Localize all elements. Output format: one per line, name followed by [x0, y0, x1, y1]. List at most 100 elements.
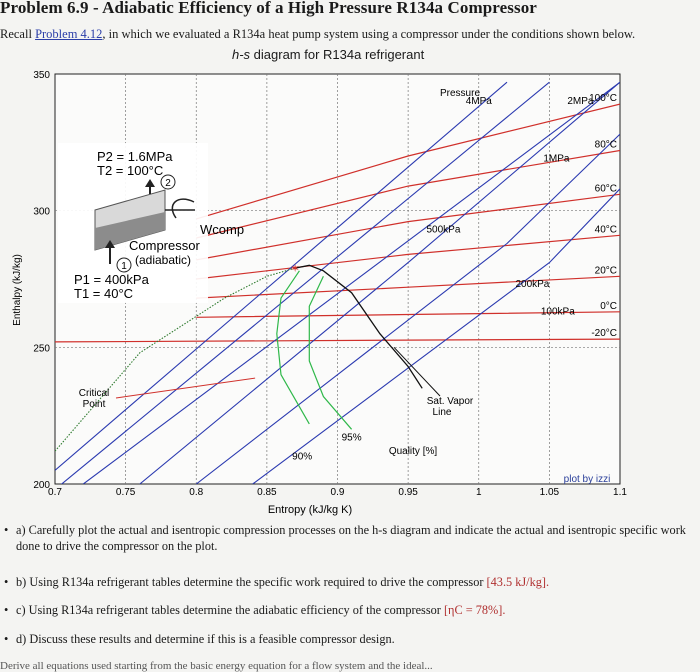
- isobar-label: 4MPa: [466, 96, 493, 107]
- intro-text-post: , in which we evaluated a R134a heat pum…: [102, 27, 636, 41]
- isobar-1mpa: [82, 81, 620, 484]
- chart-title-italic: h-s: [232, 47, 251, 62]
- isobar-lines: [55, 81, 620, 484]
- x-tick-label: 1.1: [613, 487, 627, 498]
- isobar-2mpa: [60, 81, 550, 484]
- task-c: • c) Using R134a refrigerant tables dete…: [4, 602, 506, 618]
- state1-circle: [116, 257, 132, 273]
- isotherm-label: 20°C: [595, 265, 617, 276]
- wcomp-label: Wcomp: [200, 222, 244, 237]
- isotherm-40degc: [196, 234, 620, 280]
- saturated-liquid-line: [55, 267, 296, 452]
- isobar-label: 2MPa: [567, 96, 594, 107]
- problem-title: Problem 6.9 - Adiabatic Efficiency of a …: [0, 0, 537, 17]
- critical-point-label-1: Critical: [79, 388, 110, 399]
- x-tick-label: 0.75: [116, 487, 136, 498]
- p1-label: P1 = 400kPa: [74, 272, 150, 287]
- isotherm-100degc: [196, 103, 620, 220]
- problem-link[interactable]: Problem 4.12: [35, 27, 103, 41]
- intro-text-pre: Recall: [0, 27, 36, 41]
- x-tick-label: 0.7: [48, 487, 62, 498]
- x-tick-label: 0.9: [331, 487, 345, 498]
- critical-point-label-2: Point: [83, 399, 106, 410]
- x-tick-label: 1: [476, 487, 482, 498]
- hs-diagram: 0.7 0.75 0.8 0.85 0.9 0.95 1 1.05 1.1 200 250 300 35…: [12, 70, 627, 516]
- x-axis-label: Entropy (kJ/kg K): [268, 504, 352, 516]
- state2-circle: [160, 174, 176, 190]
- isobar-200kpa: [195, 133, 620, 484]
- t2-label: T2 = 100°C: [97, 163, 163, 178]
- chart-marks: 100°C 80°C 60°C 40°C 20°C 0°C -20°C 4MPa 2MPa 1MP…: [115, 93, 617, 462]
- isotherm-label: 100°C: [589, 93, 617, 104]
- saturated-vapor-line: [294, 264, 423, 389]
- y-tick-label: 250: [33, 343, 50, 354]
- isobar-4mpa: [55, 81, 508, 471]
- isotherm--20degc: [55, 338, 620, 343]
- quality-lines: [276, 270, 353, 430]
- sat-vapor-leader: [393, 346, 441, 397]
- x-tick-label: 1.05: [540, 487, 560, 498]
- task-b: • b) Using R134a refrigerant tables dete…: [4, 574, 550, 590]
- saturation-dome: [55, 264, 423, 452]
- sat-vapor-label-2: Line: [433, 407, 452, 418]
- y-tick-label: 200: [33, 480, 50, 491]
- critical-point-marker: ✶: [291, 263, 300, 275]
- isotherm-20degc: [196, 275, 620, 299]
- pressure-label: Pressure: [440, 88, 480, 99]
- footer-cut-text: Derive all equations used starting from …: [0, 660, 433, 672]
- x-tick-label: 0.85: [257, 487, 277, 498]
- axis-ticks: 0.7 0.75 0.8 0.85 0.9 0.95 1 1.05 1.1 200 250 300 35…: [33, 70, 627, 498]
- isobar-500kpa: [139, 81, 620, 484]
- work-arrow-curve: [171, 198, 195, 219]
- adiabatic-label: (adiabatic): [135, 253, 191, 267]
- plot-credit: plot by izzi: [564, 474, 611, 485]
- x-tick-label: 0.8: [189, 487, 203, 498]
- quality-line-90pct: [276, 270, 310, 425]
- chart-title-rest: diagram for R134a refrigerant: [250, 47, 425, 62]
- isobar-label: 500kPa: [426, 225, 460, 236]
- sat-vapor-label-1: Sat. Vapor: [427, 396, 474, 407]
- state2-number: 2: [165, 178, 171, 189]
- task-bullet: •: [4, 575, 9, 589]
- isobar-label: 200kPa: [515, 279, 549, 290]
- compressor-shade: [95, 212, 165, 250]
- y-axis-label: Enthalpy (kJ/kg): [12, 254, 23, 326]
- y-tick-label: 300: [33, 207, 50, 218]
- problem-intro: Recall Problem 4.12, in which we evaluat…: [0, 27, 635, 42]
- critical-point-leader: [115, 377, 256, 399]
- isotherm-label: 60°C: [595, 183, 617, 194]
- task-bullet: •: [4, 523, 9, 537]
- task-b-answer: [43.5 kJ/kg].: [486, 575, 550, 589]
- isotherm-60degc: [196, 193, 620, 261]
- isotherm-label: 80°C: [595, 140, 617, 151]
- task-d-text: d) Discuss these results and determine i…: [16, 632, 395, 646]
- task-c-answer: [ηC = 78%].: [443, 603, 506, 617]
- isotherm-label: 0°C: [600, 301, 617, 312]
- isotherm-label: -20°C: [591, 328, 617, 339]
- isotherm-80degc: [196, 149, 620, 239]
- t1-label: T1 = 40°C: [74, 286, 133, 301]
- quality-label: Quality [%]: [389, 446, 438, 457]
- compressor-diagram: 2 1 P2 = 1.6MPa T2 = 100°C Wcomp Compres…: [58, 143, 244, 303]
- task-b-text: b) Using R134a refrigerant tables determ…: [16, 575, 487, 589]
- grid-lines: [55, 74, 620, 484]
- isobar-label: 1MPa: [543, 153, 570, 164]
- task-a: • a) Carefully plot the actual and isent…: [4, 522, 700, 554]
- isotherm-label: 40°C: [595, 224, 617, 235]
- inlet-arrow: [105, 240, 115, 248]
- quality-label: 95%: [342, 432, 362, 443]
- chart-title: h-s diagram for R134a refrigerant: [232, 47, 424, 62]
- quality-label: 90%: [292, 451, 312, 462]
- isotherm-0degc: [196, 311, 620, 318]
- p2-label: P2 = 1.6MPa: [97, 149, 173, 164]
- task-c-text: c) Using R134a refrigerant tables determ…: [16, 603, 444, 617]
- task-a-text: a) Carefully plot the actual and isentro…: [16, 523, 686, 553]
- task-d: • d) Discuss these results and determine…: [4, 631, 395, 647]
- task-bullet: •: [4, 632, 9, 646]
- x-tick-label: 0.95: [398, 487, 418, 498]
- task-bullet: •: [4, 603, 9, 617]
- compressor-label: Compressor: [129, 238, 200, 253]
- quality-line-95pct: [308, 276, 353, 430]
- state1-number: 1: [121, 261, 127, 272]
- isobar-label: 100kPa: [541, 307, 575, 318]
